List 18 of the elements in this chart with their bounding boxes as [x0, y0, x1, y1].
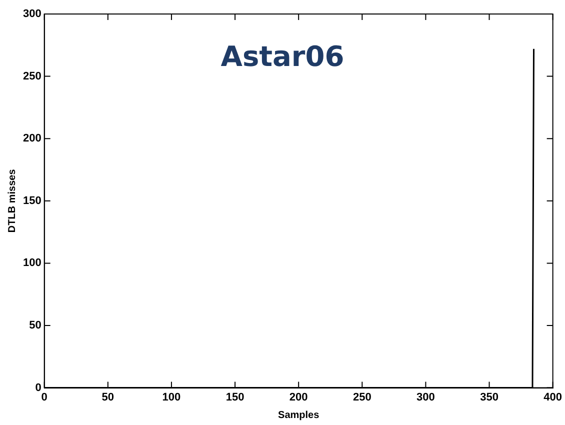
x-tick-label: 250 [352, 391, 372, 404]
x-tick-label: 100 [162, 391, 181, 404]
x-axis-title: Samples [278, 410, 320, 421]
x-tick-label: 200 [289, 391, 308, 404]
x-tick-label: 50 [102, 391, 114, 404]
y-axis-title: DTLB misses [6, 168, 18, 233]
x-tick-label: 300 [416, 391, 435, 404]
y-tick-label: 50 [29, 320, 42, 332]
x-tick-label: 400 [544, 391, 562, 404]
y-tick-label: 300 [22, 8, 42, 20]
text: Astar06 [220, 40, 344, 73]
y-tick-label: 250 [22, 70, 42, 82]
y-tick-label: 0 [35, 382, 42, 394]
y-tick-label: 100 [22, 257, 42, 270]
y-tick-label: 200 [22, 132, 42, 145]
x-tick-label: 150 [226, 391, 244, 404]
y-tick-label: 150 [22, 194, 42, 207]
x-tick-label: 350 [480, 391, 498, 404]
